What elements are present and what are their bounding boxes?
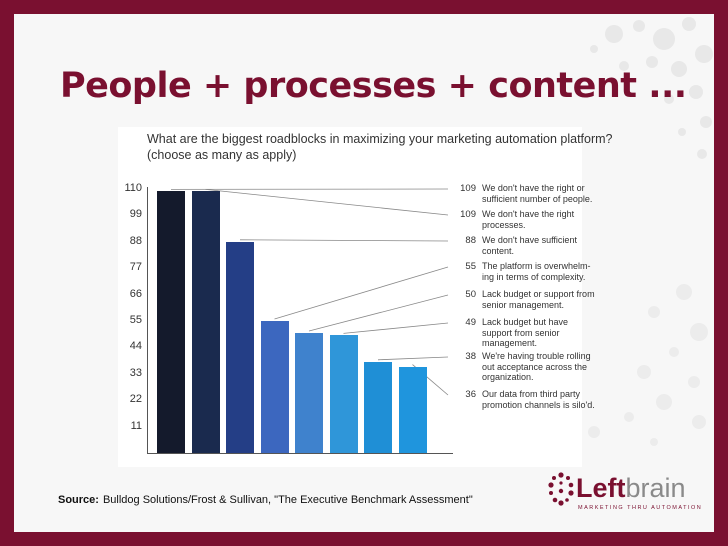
value-label: 55	[465, 261, 476, 272]
bar	[226, 241, 254, 453]
description-label: We're having trouble rolling out accepta…	[482, 351, 591, 382]
chart-panel: What are the biggest roadblocks in maxim…	[118, 127, 613, 467]
decorative-dot-pattern	[590, 17, 713, 159]
description-label: Lack budget or support from senior manag…	[482, 289, 595, 310]
y-tick-label: 110	[124, 182, 142, 194]
leftbrain-logo: Leftbrain MARKETING THRU AUTOMATION	[546, 469, 706, 519]
description-label: We don't have the right processes.	[482, 209, 575, 230]
description-label: The platform is overwhelm-ing in terms o…	[482, 261, 591, 282]
bar	[295, 333, 323, 453]
slide: People + processes + content ... What ar…	[14, 14, 714, 532]
connector-line	[205, 189, 449, 216]
value-label: 50	[465, 289, 476, 300]
value-label: 36	[465, 389, 476, 400]
connector-line	[343, 322, 449, 334]
y-tick-label: 55	[129, 314, 142, 326]
y-tick-label: 66	[129, 287, 142, 300]
value-label: 88	[465, 235, 476, 246]
chart-title-line-2: (choose as many as apply)	[147, 148, 297, 162]
value-label: 49	[465, 317, 476, 328]
decorative-dot-pattern-lower	[588, 284, 708, 446]
slide-title: People + processes + content ...	[60, 66, 687, 106]
logo-word-right: brain	[625, 473, 686, 503]
y-tick-label: 22	[129, 393, 142, 406]
chart-title-line-1: What are the biggest roadblocks in maxim…	[147, 132, 613, 146]
connector-line	[308, 294, 449, 332]
y-tick-label: 44	[129, 340, 142, 353]
value-label: 109	[460, 209, 476, 220]
bar	[191, 191, 220, 453]
source-label: Source:	[58, 494, 99, 506]
y-axis-line	[147, 187, 148, 453]
chart-title: What are the biggest roadblocks in maxim…	[147, 131, 613, 163]
description-label: We don't have sufficient content.	[482, 235, 577, 256]
y-tick-label: 77	[129, 261, 142, 274]
bar	[157, 191, 185, 453]
bar	[260, 321, 289, 453]
y-tick-label: 99	[129, 208, 142, 221]
source-text: Bulldog Solutions/Frost & Sullivan, "The…	[102, 494, 473, 506]
connector-line	[239, 239, 449, 242]
description-label: Our data from third party promotion chan…	[482, 389, 595, 410]
value-label: 109	[460, 183, 476, 194]
x-axis-line	[147, 453, 453, 454]
description-label: Lack budget but have support from senior…	[482, 317, 569, 348]
logo-word-left: Left	[576, 473, 626, 503]
connector-line	[377, 356, 449, 361]
y-tick-label: 11	[130, 419, 142, 432]
value-label: 38	[465, 351, 476, 362]
logo-mark-icon	[548, 472, 574, 506]
y-tick-label: 33	[129, 366, 142, 379]
description-label: We don't have the right or sufficient nu…	[482, 183, 593, 204]
logo-wordmark: Leftbrain	[576, 473, 686, 504]
bar	[329, 335, 358, 453]
bar	[398, 366, 427, 453]
connector-line	[274, 266, 449, 320]
bar	[364, 361, 392, 453]
logo-tagline: MARKETING THRU AUTOMATION	[578, 505, 703, 511]
source-note: Source: Bulldog Solutions/Frost & Sulliva…	[58, 494, 473, 506]
y-tick-label: 88	[129, 234, 142, 247]
